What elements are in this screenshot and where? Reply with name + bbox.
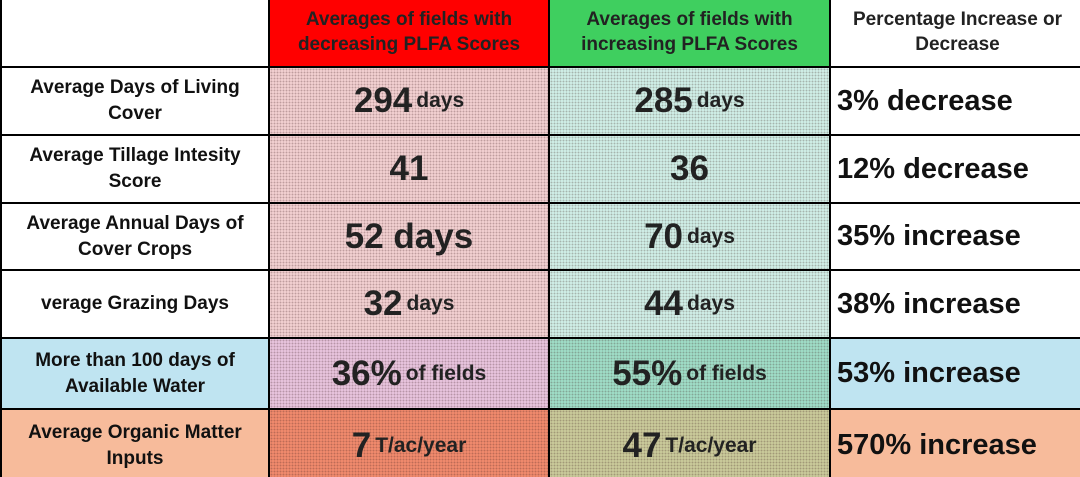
increasing-cell: 36 [550,136,829,202]
decreasing-cell: 7 T/ac/year [270,410,548,477]
increasing-cell: 47 T/ac/year [550,410,829,477]
header-increasing: Averages of fields with increasing PLFA … [550,0,829,66]
value: 41 [389,149,429,188]
decreasing-cell: 32 days [270,271,548,337]
increasing-cell: 44 days [550,271,829,337]
decreasing-cell: 294 days [270,68,548,134]
value: 36 [670,149,709,188]
row-label-cell: Average Days of Living Cover [2,68,268,134]
unit: days [416,89,465,112]
unit: T/ac/year [665,433,757,457]
decreasing-cell: 36% of fields [270,339,548,408]
row-label-cell: Average Organic Matter Inputs [2,410,268,477]
increasing-cell: 285 days [550,68,829,134]
unit: days [406,292,455,315]
value: 52 days [344,216,474,256]
row-label-cell: Average Annual Days of Cover Crops [2,204,268,269]
header-decreasing: Averages of fields with decreasing PLFA … [270,0,548,66]
value: 294 [353,81,413,120]
row-label: Average Tillage Intesity Score [2,136,268,202]
row-label-cell: More than 100 days of Available Water [2,339,268,408]
row-label: Average Organic Matter Inputs [2,410,268,477]
increasing-cell: 70 days [550,204,829,269]
row-label-cell: verage Grazing Days [2,271,268,337]
change-cell: 53% increase [831,339,1080,408]
increasing-cell: 55% of fields [550,339,829,408]
change-cell: 3% decrease [831,68,1080,134]
unit: days [687,292,735,315]
unit: of fields [405,361,487,385]
row-label: More than 100 days of Available Water [2,339,268,408]
change-cell: 12% decrease [831,136,1080,202]
header-change: Percentage Increase or Decrease [831,0,1080,66]
row-label: Average Days of Living Cover [2,68,268,134]
value: 36% [331,353,402,393]
unit: of fields [686,361,767,385]
unit: T/ac/year [375,433,467,457]
unit: days [687,224,735,248]
decreasing-cell: 52 days [270,204,548,269]
value: 7 [351,425,372,465]
row-label: Average Annual Days of Cover Crops [2,204,268,269]
corner-cell [2,0,268,66]
row-label: verage Grazing Days [2,271,268,337]
change-cell: 570% increase [831,410,1080,477]
value: 70 [644,216,684,256]
value: 55% [612,353,683,393]
value: 32 [363,284,403,323]
value: 47 [622,425,662,465]
change-cell: 38% increase [831,271,1080,337]
value: 44 [644,284,684,323]
value: 285 [634,81,693,120]
unit: days [696,89,745,112]
decreasing-cell: 41 [270,136,548,202]
change-cell: 35% increase [831,204,1080,269]
row-label-cell: Average Tillage Intesity Score [2,136,268,202]
